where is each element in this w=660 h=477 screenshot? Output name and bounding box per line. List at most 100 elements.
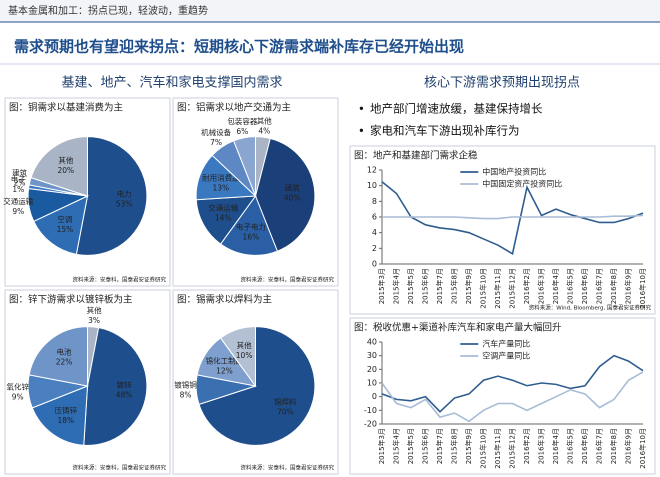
source-note: 资料来源：安泰科，国泰君安证券研究 <box>72 464 166 472</box>
x-tick-label: 2016年5月 <box>566 268 575 304</box>
legend-label: 空调产量同比 <box>482 351 530 361</box>
slice-value: 14% <box>215 214 232 223</box>
x-tick-label: 2016年5月 <box>566 428 575 464</box>
x-tick-label: 2015年4月 <box>392 428 401 464</box>
legend-label: 中国固定资产投资同比 <box>482 179 562 189</box>
slice-value: 6% <box>236 127 248 136</box>
slice-value: 15% <box>57 225 74 234</box>
y-tick-label: 4 <box>372 228 377 237</box>
x-tick-label: 2016年8月 <box>609 428 618 464</box>
x-tick-label: 2015年10月 <box>479 428 488 469</box>
slice-label: 建筑 <box>285 183 300 193</box>
x-tick-label: 2016年3月 <box>537 268 546 304</box>
x-tick-label: 2016年2月 <box>522 428 531 464</box>
x-tick-label: 2016年10月 <box>638 268 647 309</box>
source-note: 资料来源：安泰科，国泰君安证券研究 <box>72 276 166 284</box>
source-note: 资料来源：安泰科，国泰君安证券研究 <box>240 464 334 472</box>
slice-label: 电力 <box>117 188 132 198</box>
x-tick-label: 2015年4月 <box>392 268 401 304</box>
slice-value: 40% <box>284 194 301 203</box>
slice-value: 13% <box>213 184 230 193</box>
slice-value: 48% <box>116 391 133 400</box>
pie-slice <box>232 136 256 197</box>
left-heading: 基建、地产、汽车和家电支撑国内需求 <box>61 75 282 91</box>
pie-slice <box>30 136 88 197</box>
x-tick-label: 2016年6月 <box>580 428 589 464</box>
series-line <box>381 354 644 413</box>
slice-label: 电池 <box>57 347 72 357</box>
y-tick-label: 10 <box>367 181 377 190</box>
slide-title: 需求预期也有望迎来拐点：短期核心下游需求端补库存已经开始出现 <box>14 38 464 56</box>
slice-label: 其他 <box>87 305 102 315</box>
y-tick-label: 0 <box>372 260 377 269</box>
chart-title: 图：铜需求以基建消费为主 <box>9 102 123 114</box>
pie-slice <box>31 385 89 446</box>
y-tick-label: 2 <box>372 244 377 253</box>
x-tick-label: 2015年6月 <box>421 428 430 464</box>
pie-slice <box>254 137 316 252</box>
chart-title: 图：税收优惠+渠道补库汽车和家电产量大幅回升 <box>354 322 562 334</box>
slice-label: 建筑 <box>12 168 27 178</box>
slice-label: 其他 <box>58 155 73 165</box>
x-tick-label: 2015年11月 <box>493 428 502 469</box>
slice-value: 2% <box>14 179 26 188</box>
slice-label: 包装容器 <box>227 116 257 126</box>
bullet: 家电和汽车下游出现补库行为 <box>370 124 520 138</box>
x-tick-label: 2015年6月 <box>421 268 430 304</box>
slice-label: 锡焊料 <box>274 397 297 407</box>
x-tick-label: 2015年5月 <box>406 428 415 464</box>
slice-label: 电子电力 <box>236 222 266 232</box>
right-heading: 核心下游需求预期出现拐点 <box>424 76 580 91</box>
y-tick-label: 6 <box>372 213 377 222</box>
slice-label: 耐用消费品 <box>202 173 240 183</box>
x-tick-label: 2016年3月 <box>537 428 546 464</box>
y-tick-label: 40 <box>367 338 377 347</box>
chart-frame <box>349 145 656 315</box>
slice-value: 10% <box>236 351 253 360</box>
x-tick-label: 2016年4月 <box>551 428 560 464</box>
x-tick-label: 2016年2月 <box>522 268 531 304</box>
slice-value: 12% <box>216 366 233 375</box>
x-tick-label: 2016年7月 <box>595 428 604 464</box>
slice-value: 3% <box>88 316 100 325</box>
x-tick-label: 2016年4月 <box>551 268 560 304</box>
series-line <box>381 181 644 256</box>
pie-slice <box>219 194 279 256</box>
y-tick-label: 10 <box>367 379 377 388</box>
series-line <box>381 371 644 423</box>
y-tick-label: 12 <box>367 166 377 175</box>
slice-value: 1% <box>12 185 24 194</box>
slice-label: 交通运输 <box>208 203 238 213</box>
slice-value: 22% <box>56 358 73 367</box>
x-tick-label: 2016年6月 <box>580 268 589 304</box>
slice-label: 压铸锌 <box>55 405 78 415</box>
y-tick-label: 0 <box>372 392 377 401</box>
slice-label: 其他 <box>237 340 252 350</box>
x-tick-label: 2015年5月 <box>406 268 415 304</box>
series-line <box>382 214 644 220</box>
pie-slice <box>33 195 89 255</box>
x-tick-label: 2015年3月 <box>377 268 386 304</box>
slice-value: 20% <box>58 166 75 175</box>
x-tick-label: 2015年9月 <box>464 428 473 464</box>
x-tick-label: 2016年10月 <box>638 428 647 469</box>
chart-title: 图：铝需求以地产交通为主 <box>177 102 291 114</box>
source-note: 资料来源：安泰科，国泰君安证券研究 <box>240 276 334 284</box>
slice-label: 电子 <box>11 174 26 184</box>
x-tick-label: 2015年11月 <box>493 268 502 309</box>
slice-label: 空调 <box>57 214 72 224</box>
pie-slice <box>75 136 148 256</box>
x-tick-label: 2016年7月 <box>595 268 604 304</box>
section-label: 基本金属和加工：拐点已现，轻波动，重趋势 <box>8 4 208 17</box>
slice-value: 53% <box>116 199 133 208</box>
legend-label: 中国地产投资同比 <box>482 167 546 177</box>
slice-label: 锡化工制品 <box>206 355 244 365</box>
x-tick-label: 2016年9月 <box>624 428 633 464</box>
pie-slice <box>28 326 88 387</box>
pie-slice <box>83 327 148 446</box>
y-tick-label: 30 <box>367 351 377 360</box>
x-tick-label: 2016年9月 <box>624 268 633 304</box>
y-tick-label: 20 <box>367 365 377 374</box>
slice-value: 4% <box>258 126 270 135</box>
